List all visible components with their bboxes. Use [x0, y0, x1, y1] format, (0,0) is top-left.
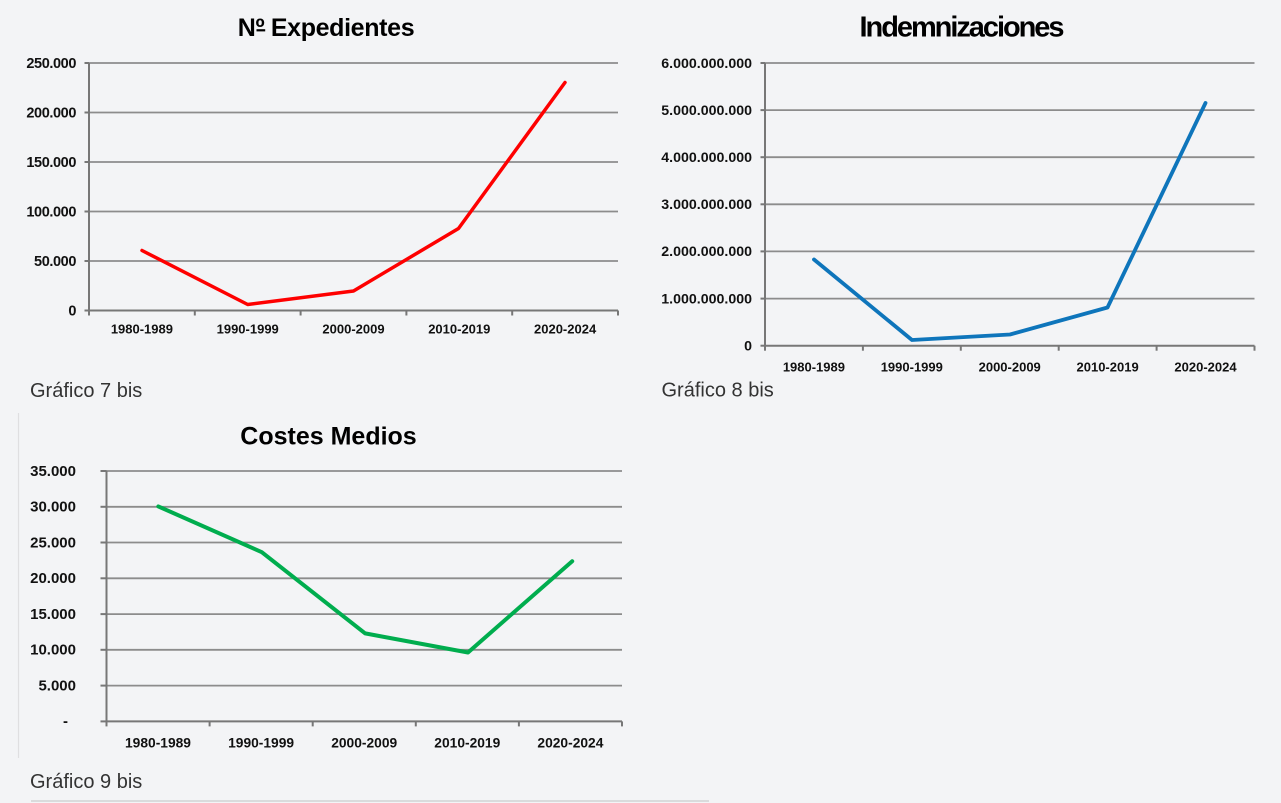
- svg-text:150.000: 150.000: [26, 155, 76, 171]
- svg-text:15.000: 15.000: [30, 606, 76, 623]
- svg-text:2020-2024: 2020-2024: [534, 322, 597, 337]
- svg-text:2010-2019: 2010-2019: [1077, 360, 1139, 375]
- svg-text:6.000.000.000: 6.000.000.000: [661, 56, 752, 72]
- svg-text:2000-2009: 2000-2009: [979, 360, 1041, 375]
- svg-text:Gráfico 9 bis: Gráfico 9 bis: [30, 771, 142, 793]
- svg-text:30.000: 30.000: [30, 499, 76, 516]
- svg-text:2000-2009: 2000-2009: [331, 736, 397, 751]
- svg-text:2010-2019: 2010-2019: [428, 322, 490, 337]
- svg-text:0: 0: [744, 339, 752, 355]
- svg-text:10.000: 10.000: [30, 642, 76, 659]
- svg-text:-: -: [63, 713, 68, 730]
- svg-text:Gráfico 7 bis: Gráfico 7 bis: [30, 380, 142, 402]
- svg-text:200.000: 200.000: [26, 105, 76, 121]
- svg-text:1990-1999: 1990-1999: [217, 322, 279, 337]
- svg-text:2010-2019: 2010-2019: [434, 736, 500, 751]
- svg-text:1980-1989: 1980-1989: [111, 322, 173, 337]
- svg-text:1980-1989: 1980-1989: [783, 360, 845, 375]
- svg-text:50.000: 50.000: [34, 254, 76, 270]
- svg-text:20.000: 20.000: [30, 570, 76, 587]
- svg-text:5.000: 5.000: [38, 677, 76, 694]
- svg-text:1980-1989: 1980-1989: [125, 736, 191, 751]
- svg-text:1990-1999: 1990-1999: [228, 736, 294, 751]
- svg-text:100.000: 100.000: [26, 204, 76, 220]
- svg-text:1990-1999: 1990-1999: [881, 360, 943, 375]
- svg-text:Costes Medios: Costes Medios: [240, 423, 416, 451]
- svg-text:3.000.000.000: 3.000.000.000: [661, 197, 752, 213]
- svg-text:Indemnizaciones: Indemnizaciones: [860, 12, 1064, 44]
- svg-text:2020-2024: 2020-2024: [537, 736, 603, 751]
- svg-text:25.000: 25.000: [30, 534, 76, 551]
- svg-text:4.000.000.000: 4.000.000.000: [661, 150, 752, 166]
- svg-text:2.000.000.000: 2.000.000.000: [661, 244, 752, 260]
- svg-text:1.000.000.000: 1.000.000.000: [661, 291, 752, 307]
- svg-text:0: 0: [68, 303, 76, 319]
- svg-text:Gráfico 8 bis: Gráfico 8 bis: [662, 380, 774, 402]
- svg-text:5.000.000.000: 5.000.000.000: [661, 103, 752, 119]
- svg-text:Nº Expedientes: Nº Expedientes: [238, 14, 415, 42]
- svg-text:250.000: 250.000: [26, 56, 76, 72]
- svg-text:35.000: 35.000: [30, 463, 76, 480]
- svg-text:2000-2009: 2000-2009: [322, 322, 384, 337]
- svg-text:2020-2024: 2020-2024: [1174, 360, 1237, 375]
